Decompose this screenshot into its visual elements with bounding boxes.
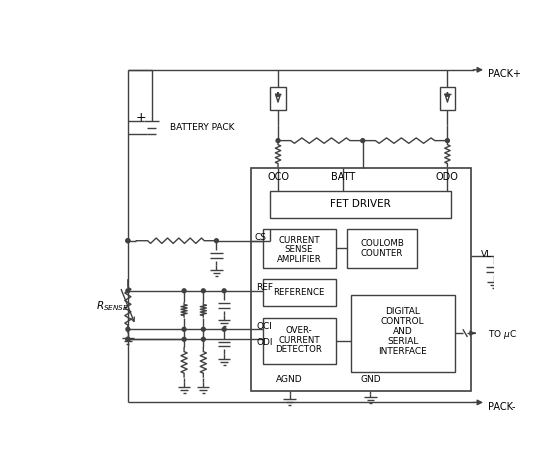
Circle shape: [201, 289, 205, 293]
Circle shape: [446, 139, 449, 143]
Text: REF: REF: [256, 283, 273, 292]
Text: $R_{SENSE}$: $R_{SENSE}$: [96, 299, 129, 313]
Text: AGND: AGND: [276, 375, 303, 384]
Bar: [348, 229, 417, 267]
Bar: [440, 87, 455, 110]
Circle shape: [182, 289, 186, 293]
Circle shape: [222, 327, 226, 331]
Text: FET DRIVER: FET DRIVER: [330, 199, 391, 209]
Text: DIGITAL: DIGITAL: [386, 307, 420, 316]
Text: BATTERY PACK: BATTERY PACK: [170, 123, 235, 132]
Text: PACK-: PACK-: [488, 402, 516, 412]
Text: CURRENT: CURRENT: [278, 336, 320, 344]
Text: OVER-: OVER-: [285, 326, 312, 336]
Text: COUNTER: COUNTER: [361, 248, 403, 258]
Text: OCI: OCI: [256, 322, 272, 331]
Bar: [351, 295, 455, 371]
Circle shape: [201, 337, 205, 341]
Text: BATT: BATT: [331, 172, 356, 182]
Text: OCO: OCO: [267, 172, 289, 182]
Text: PACK+: PACK+: [488, 69, 521, 79]
Text: AMPLIFIER: AMPLIFIER: [277, 255, 321, 264]
Text: CS: CS: [255, 233, 267, 242]
Bar: [263, 279, 336, 306]
Text: REFERENCE: REFERENCE: [273, 288, 324, 297]
Text: TO $\mu$C: TO $\mu$C: [488, 328, 518, 341]
Text: COULOMB: COULOMB: [360, 239, 404, 247]
Circle shape: [126, 337, 130, 341]
Circle shape: [126, 337, 130, 341]
Text: ODI: ODI: [256, 338, 273, 347]
Circle shape: [361, 139, 365, 143]
Circle shape: [182, 327, 186, 331]
Bar: [271, 191, 452, 218]
Circle shape: [222, 289, 226, 293]
Bar: [251, 168, 471, 391]
Circle shape: [201, 327, 205, 331]
Text: +: +: [136, 111, 146, 124]
Bar: [263, 229, 336, 267]
Text: DETECTOR: DETECTOR: [276, 345, 322, 354]
Text: ODO: ODO: [436, 172, 459, 182]
Circle shape: [182, 337, 186, 341]
Text: SENSE: SENSE: [284, 246, 313, 254]
Text: AND: AND: [393, 327, 412, 336]
Text: VL: VL: [481, 250, 492, 259]
Circle shape: [126, 239, 130, 243]
Text: CURRENT: CURRENT: [278, 236, 320, 245]
Circle shape: [126, 239, 130, 243]
Text: CONTROL: CONTROL: [381, 317, 425, 326]
Circle shape: [276, 139, 280, 143]
Circle shape: [126, 327, 130, 331]
Circle shape: [126, 289, 130, 293]
Circle shape: [214, 239, 218, 243]
Text: INTERFACE: INTERFACE: [378, 347, 427, 356]
Text: GND: GND: [360, 375, 381, 384]
Bar: [263, 318, 336, 364]
Bar: [271, 87, 286, 110]
Text: SERIAL: SERIAL: [387, 337, 419, 346]
